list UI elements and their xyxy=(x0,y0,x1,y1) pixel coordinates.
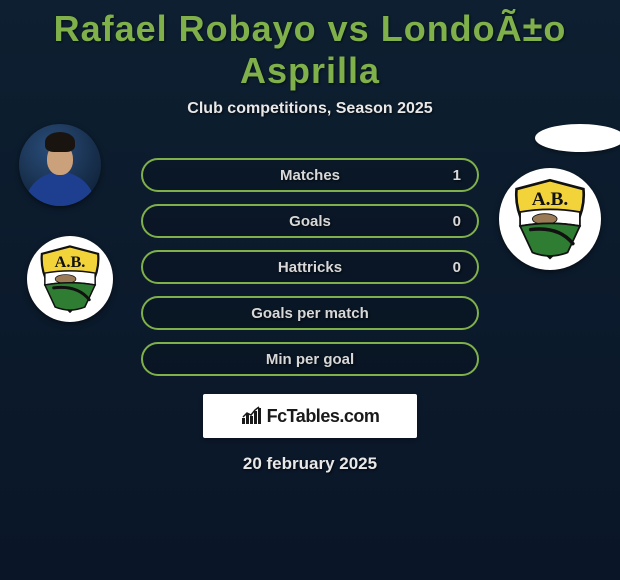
player-left-avatar xyxy=(19,124,101,206)
brand-text: FcTables.com xyxy=(267,406,380,427)
svg-text:A.B.: A.B. xyxy=(532,189,569,210)
svg-text:A.B.: A.B. xyxy=(55,252,86,271)
bar-chart-icon xyxy=(241,406,263,426)
stat-row-hattricks: Hattricks 0 xyxy=(141,250,479,284)
stat-label: Matches xyxy=(280,167,340,184)
stat-value: 1 xyxy=(453,167,461,184)
stat-row-min-per-goal: Min per goal xyxy=(141,342,479,376)
stat-value: 0 xyxy=(453,213,461,230)
stat-label: Goals xyxy=(289,213,331,230)
date-text: 20 february 2025 xyxy=(0,454,620,474)
ellipse-marker-right xyxy=(535,124,620,152)
club-badge-right: A.B. xyxy=(499,168,601,270)
stat-row-goals-per-match: Goals per match xyxy=(141,296,479,330)
ab-shield-icon: A.B. xyxy=(506,175,594,263)
avatar-jersey xyxy=(25,172,95,206)
stat-row-matches: Matches 1 xyxy=(141,158,479,192)
club-badge-left: A.B. xyxy=(27,236,113,322)
stat-value: 0 xyxy=(453,259,461,276)
brand-box[interactable]: FcTables.com xyxy=(203,394,417,438)
stat-label: Min per goal xyxy=(266,351,354,368)
stat-label: Goals per match xyxy=(251,305,369,322)
avatar-hair xyxy=(45,132,75,152)
page-subtitle: Club competitions, Season 2025 xyxy=(0,100,620,118)
stat-label: Hattricks xyxy=(278,259,342,276)
page-title: Rafael Robayo vs LondoÃ±o Asprilla xyxy=(0,0,620,92)
ab-shield-icon: A.B. xyxy=(33,242,107,316)
stat-row-goals: Goals 0 xyxy=(141,204,479,238)
comparison-card: Rafael Robayo vs LondoÃ±o Asprilla Club … xyxy=(0,0,620,580)
